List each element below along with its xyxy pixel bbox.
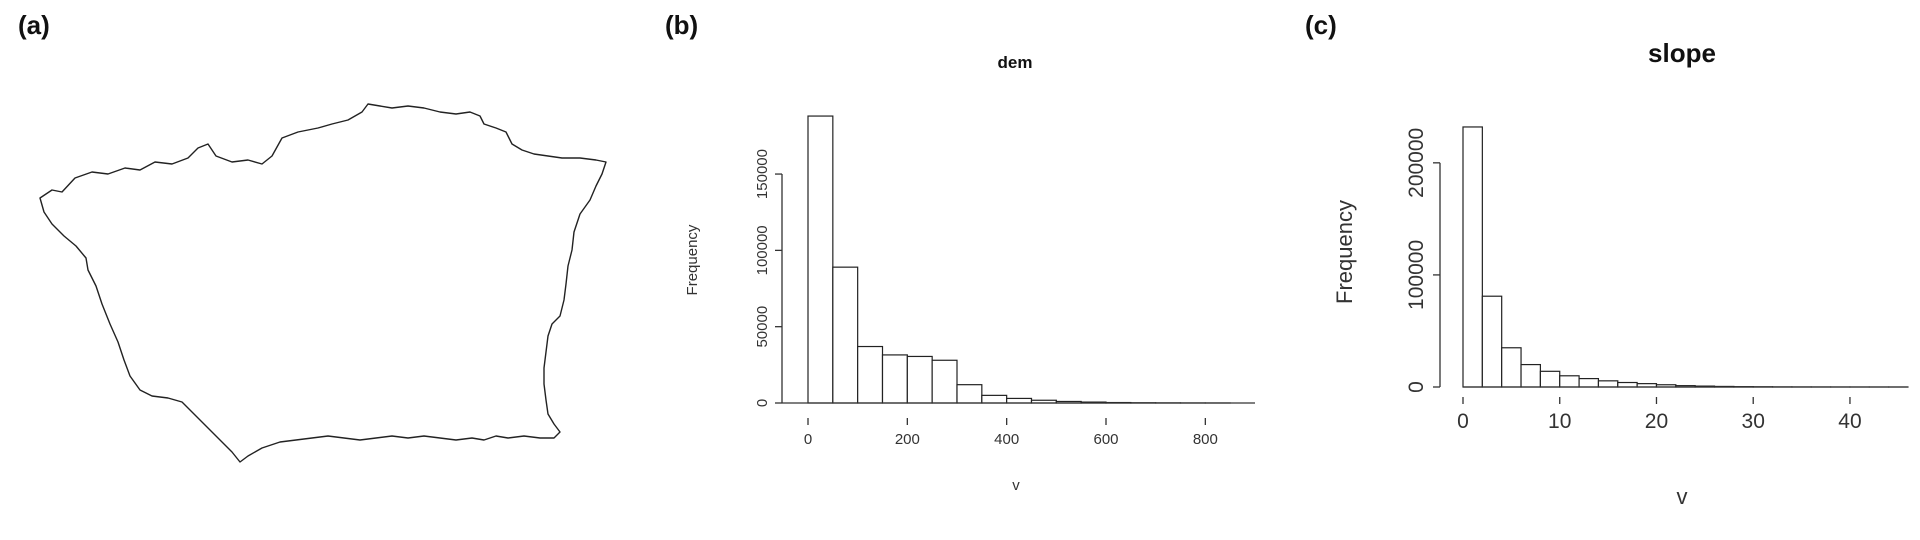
c-x-tick-label: 20 [1645, 410, 1668, 433]
slope-title: slope [1648, 38, 1716, 68]
slope-histogram: slope 0 10 20 30 40 0 100000 200000 v Frequenc… [1332, 38, 1909, 509]
b-x-tick-label: 800 [1193, 431, 1218, 448]
b-y-tick-label: 0 [754, 399, 771, 407]
b-bar [931, 359, 958, 404]
panel-label-c: (c) [1305, 10, 1337, 40]
c-y-tick-label: 100000 [1405, 240, 1428, 310]
b-y-tick-label: 100000 [754, 225, 771, 275]
b-bar [981, 394, 1008, 404]
b-bar [857, 345, 884, 404]
b-y-tick-label: 50000 [754, 306, 771, 348]
c-x-tick-label: 0 [1457, 410, 1469, 433]
slope-y-label: Frequency [1332, 200, 1357, 304]
b-bar [881, 354, 908, 404]
b-bar [832, 266, 859, 404]
b-x-tick-label: 400 [994, 431, 1019, 448]
c-bar [1462, 126, 1483, 388]
dem-x-label: v [1012, 477, 1020, 494]
b-y-tick-label: 150000 [754, 149, 771, 199]
c-bar [1481, 295, 1503, 388]
panel-label-b: (b) [665, 10, 699, 40]
c-x-tick-label: 10 [1548, 410, 1571, 433]
c-bar [1617, 381, 1638, 388]
c-bar [1578, 377, 1600, 388]
c-bar [1559, 375, 1580, 388]
b-x-tick-label: 0 [804, 431, 812, 448]
dem-title: dem [998, 53, 1033, 72]
c-bar [1539, 370, 1561, 388]
c-y-tick-label: 0 [1405, 381, 1428, 393]
c-x-tick-label: 40 [1838, 410, 1861, 433]
dem-histogram: dem 0 200 400 600 800 0 50000 100000 150000 v F… [684, 53, 1255, 494]
c-y-tick-label: 200000 [1405, 128, 1428, 198]
region-outline [39, 103, 607, 463]
b-x-tick-label: 600 [1093, 431, 1118, 448]
c-bar [1597, 380, 1619, 388]
b-bar [1006, 397, 1033, 404]
b-bar [956, 384, 983, 404]
b-bar [906, 355, 933, 404]
b-x-tick-label: 200 [895, 431, 920, 448]
c-x-tick-label: 30 [1742, 410, 1765, 433]
slope-x-label: v [1677, 484, 1688, 509]
c-bar [1520, 363, 1541, 388]
panel-label-a: (a) [18, 10, 50, 40]
dem-y-label: Frequency [684, 224, 701, 295]
b-bar [807, 115, 834, 404]
c-bar [1501, 347, 1522, 388]
